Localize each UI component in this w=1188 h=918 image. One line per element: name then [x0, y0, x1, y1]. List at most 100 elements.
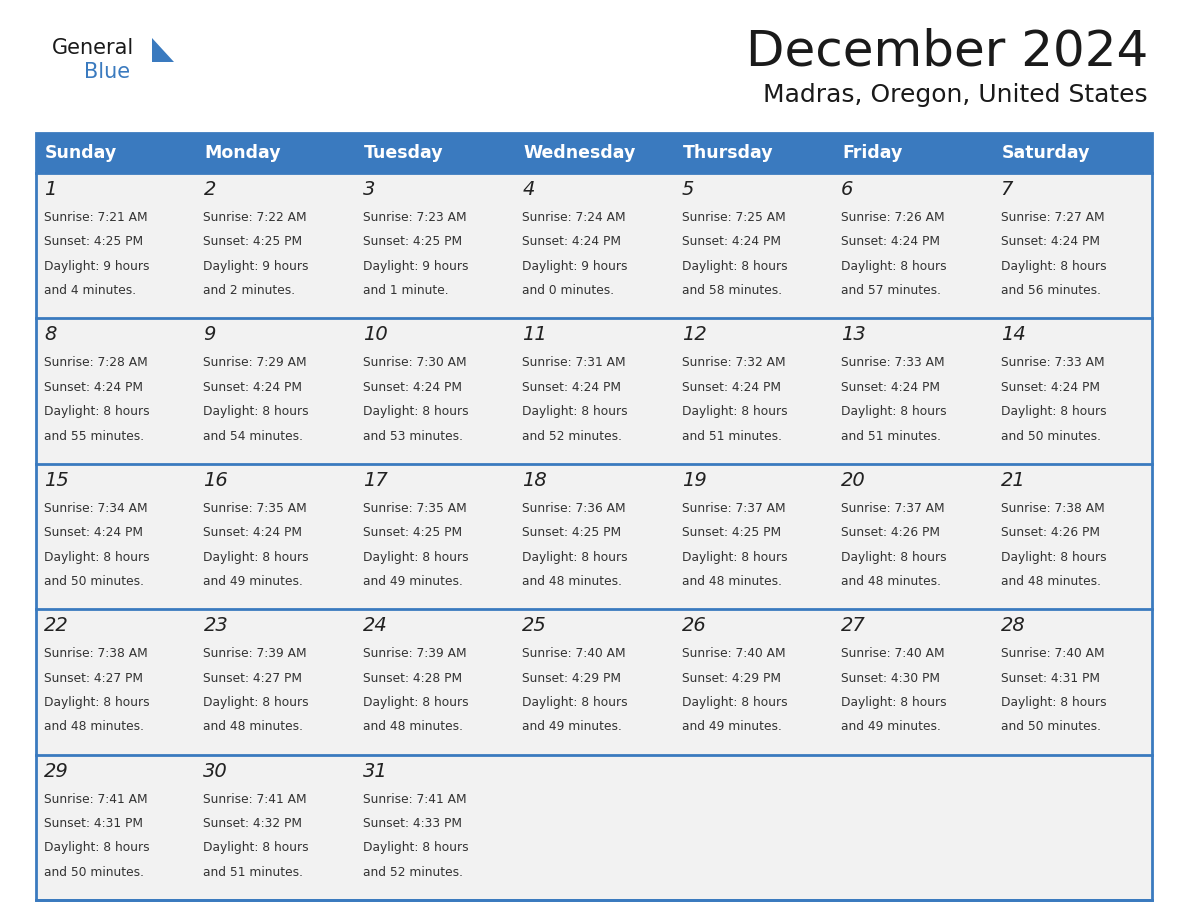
Bar: [196, 755, 355, 900]
Text: Daylight: 8 hours: Daylight: 8 hours: [682, 551, 788, 564]
Text: 27: 27: [841, 616, 866, 635]
Text: Sunset: 4:30 PM: Sunset: 4:30 PM: [841, 672, 940, 685]
Text: Daylight: 8 hours: Daylight: 8 hours: [841, 260, 947, 273]
Text: Sunrise: 7:25 AM: Sunrise: 7:25 AM: [682, 211, 785, 224]
Text: and 49 minutes.: and 49 minutes.: [523, 721, 623, 733]
Bar: [514, 610, 674, 755]
Text: Sunset: 4:25 PM: Sunset: 4:25 PM: [362, 526, 462, 539]
Text: Daylight: 8 hours: Daylight: 8 hours: [44, 405, 150, 419]
Text: Sunset: 4:24 PM: Sunset: 4:24 PM: [841, 235, 940, 249]
Text: Daylight: 8 hours: Daylight: 8 hours: [523, 696, 628, 709]
Text: 23: 23: [203, 616, 228, 635]
Text: Friday: Friday: [842, 144, 903, 162]
Text: Sunrise: 7:40 AM: Sunrise: 7:40 AM: [523, 647, 626, 660]
Text: Sunset: 4:25 PM: Sunset: 4:25 PM: [44, 235, 143, 249]
Text: Sunrise: 7:33 AM: Sunrise: 7:33 AM: [841, 356, 944, 369]
Text: and 50 minutes.: and 50 minutes.: [1000, 721, 1100, 733]
Text: and 55 minutes.: and 55 minutes.: [44, 430, 144, 442]
Text: Sunrise: 7:23 AM: Sunrise: 7:23 AM: [362, 211, 467, 224]
Bar: [514, 755, 674, 900]
Text: Sunset: 4:24 PM: Sunset: 4:24 PM: [44, 526, 143, 539]
Bar: [992, 173, 1152, 319]
Text: and 53 minutes.: and 53 minutes.: [362, 430, 463, 442]
Text: and 0 minutes.: and 0 minutes.: [523, 285, 614, 297]
Text: Sunset: 4:24 PM: Sunset: 4:24 PM: [682, 235, 781, 249]
Text: and 48 minutes.: and 48 minutes.: [1000, 575, 1100, 588]
Text: Daylight: 8 hours: Daylight: 8 hours: [203, 551, 309, 564]
Text: Sunset: 4:24 PM: Sunset: 4:24 PM: [682, 381, 781, 394]
Text: Sunset: 4:31 PM: Sunset: 4:31 PM: [44, 817, 143, 830]
Text: Daylight: 8 hours: Daylight: 8 hours: [362, 696, 468, 709]
Bar: [36, 173, 196, 319]
Text: Sunrise: 7:31 AM: Sunrise: 7:31 AM: [523, 356, 626, 369]
Text: Sunrise: 7:39 AM: Sunrise: 7:39 AM: [203, 647, 307, 660]
Text: Sunrise: 7:36 AM: Sunrise: 7:36 AM: [523, 502, 626, 515]
Text: Sunset: 4:24 PM: Sunset: 4:24 PM: [1000, 381, 1100, 394]
Text: Sunset: 4:28 PM: Sunset: 4:28 PM: [362, 672, 462, 685]
Text: and 48 minutes.: and 48 minutes.: [362, 721, 463, 733]
Text: Daylight: 8 hours: Daylight: 8 hours: [1000, 405, 1106, 419]
Text: Sunrise: 7:37 AM: Sunrise: 7:37 AM: [841, 502, 944, 515]
Text: Sunset: 4:32 PM: Sunset: 4:32 PM: [203, 817, 303, 830]
Bar: [196, 610, 355, 755]
Text: Sunset: 4:33 PM: Sunset: 4:33 PM: [362, 817, 462, 830]
Text: Sunset: 4:27 PM: Sunset: 4:27 PM: [203, 672, 303, 685]
Text: Sunset: 4:24 PM: Sunset: 4:24 PM: [523, 235, 621, 249]
Text: 19: 19: [682, 471, 707, 490]
Text: Blue: Blue: [84, 62, 131, 82]
Text: and 1 minute.: and 1 minute.: [362, 285, 449, 297]
Text: December 2024: December 2024: [746, 28, 1148, 76]
Bar: [674, 610, 833, 755]
Bar: [355, 319, 514, 464]
Text: Sunset: 4:25 PM: Sunset: 4:25 PM: [523, 526, 621, 539]
Text: 16: 16: [203, 471, 228, 490]
Text: Sunrise: 7:22 AM: Sunrise: 7:22 AM: [203, 211, 307, 224]
Text: Daylight: 8 hours: Daylight: 8 hours: [523, 405, 628, 419]
Text: 5: 5: [682, 180, 694, 199]
Text: Monday: Monday: [204, 144, 282, 162]
Text: Daylight: 9 hours: Daylight: 9 hours: [523, 260, 627, 273]
Text: Sunrise: 7:41 AM: Sunrise: 7:41 AM: [362, 792, 467, 806]
Text: Daylight: 8 hours: Daylight: 8 hours: [203, 405, 309, 419]
Text: Tuesday: Tuesday: [364, 144, 443, 162]
Text: 12: 12: [682, 325, 707, 344]
Text: and 50 minutes.: and 50 minutes.: [1000, 430, 1100, 442]
Text: and 49 minutes.: and 49 minutes.: [362, 575, 463, 588]
Text: Daylight: 8 hours: Daylight: 8 hours: [841, 405, 947, 419]
Text: Sunrise: 7:28 AM: Sunrise: 7:28 AM: [44, 356, 147, 369]
Text: Sunrise: 7:41 AM: Sunrise: 7:41 AM: [203, 792, 307, 806]
Bar: [196, 464, 355, 610]
Bar: [674, 464, 833, 610]
Text: Sunset: 4:24 PM: Sunset: 4:24 PM: [362, 381, 462, 394]
Text: Daylight: 8 hours: Daylight: 8 hours: [1000, 551, 1106, 564]
Text: 13: 13: [841, 325, 866, 344]
Text: Sunset: 4:25 PM: Sunset: 4:25 PM: [203, 235, 303, 249]
Bar: [992, 755, 1152, 900]
Text: 3: 3: [362, 180, 375, 199]
Text: Daylight: 8 hours: Daylight: 8 hours: [682, 696, 788, 709]
Bar: [36, 319, 196, 464]
Text: Sunrise: 7:32 AM: Sunrise: 7:32 AM: [682, 356, 785, 369]
Bar: [355, 610, 514, 755]
Bar: [992, 319, 1152, 464]
Text: Daylight: 8 hours: Daylight: 8 hours: [362, 405, 468, 419]
Text: 30: 30: [203, 762, 228, 780]
Bar: [674, 755, 833, 900]
Text: Thursday: Thursday: [683, 144, 773, 162]
Text: 11: 11: [523, 325, 546, 344]
Text: General: General: [52, 38, 134, 58]
Text: 7: 7: [1000, 180, 1013, 199]
Text: Sunset: 4:24 PM: Sunset: 4:24 PM: [203, 381, 303, 394]
Text: Sunrise: 7:40 AM: Sunrise: 7:40 AM: [841, 647, 944, 660]
Text: Daylight: 8 hours: Daylight: 8 hours: [841, 696, 947, 709]
Text: Daylight: 8 hours: Daylight: 8 hours: [44, 551, 150, 564]
Text: and 48 minutes.: and 48 minutes.: [841, 575, 941, 588]
Text: Sunset: 4:24 PM: Sunset: 4:24 PM: [1000, 235, 1100, 249]
Text: Daylight: 8 hours: Daylight: 8 hours: [203, 842, 309, 855]
Bar: [196, 173, 355, 319]
Text: 1: 1: [44, 180, 56, 199]
Bar: [992, 610, 1152, 755]
Text: and 48 minutes.: and 48 minutes.: [203, 721, 303, 733]
Text: Sunrise: 7:38 AM: Sunrise: 7:38 AM: [44, 647, 147, 660]
Bar: [514, 319, 674, 464]
